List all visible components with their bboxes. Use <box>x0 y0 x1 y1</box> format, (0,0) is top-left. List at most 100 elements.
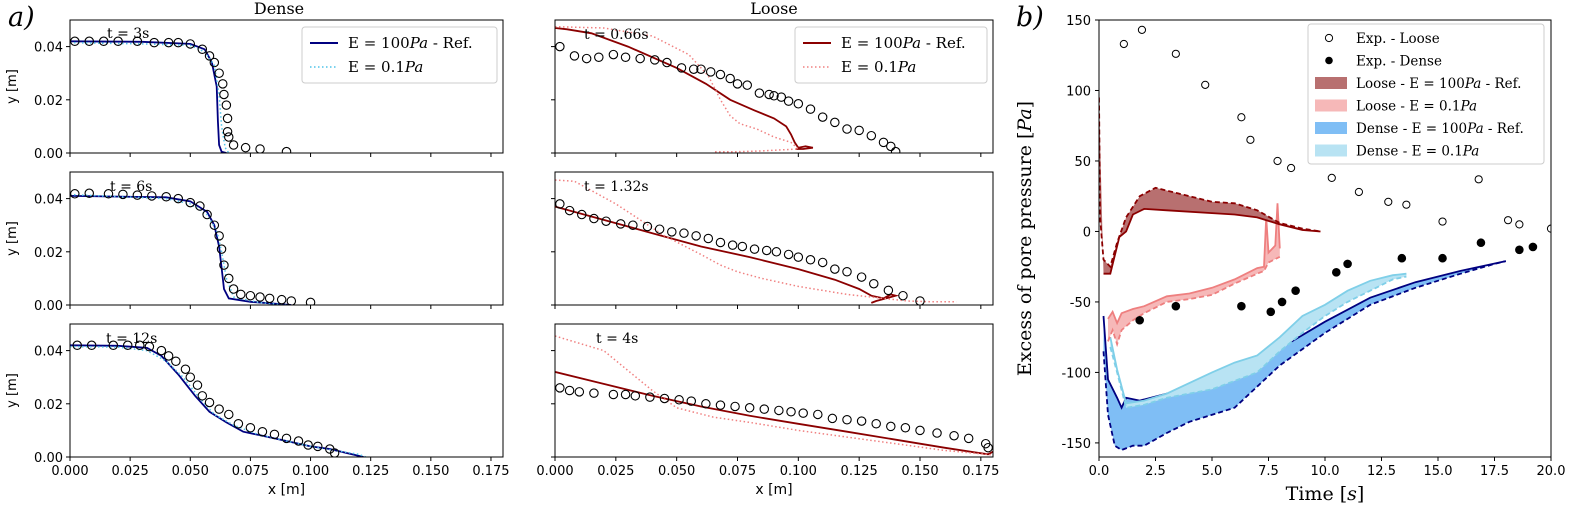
exp-dense-point <box>1528 242 1538 252</box>
exp-marker <box>118 189 128 200</box>
exp-loose-point <box>1287 163 1296 173</box>
exp-marker <box>645 392 655 402</box>
legend-label: E = 0.1Pa <box>348 58 423 76</box>
column-title-dense: Dense <box>254 0 304 18</box>
loose-soft-lower-line <box>1107 255 1281 348</box>
exp-loose-point <box>1237 113 1246 122</box>
x-tick-label: 5.0 <box>1202 464 1223 479</box>
y-axis-label: y [m] <box>5 221 20 256</box>
plot-area <box>555 335 993 456</box>
exp-marker <box>86 340 97 351</box>
exp-marker <box>224 409 234 420</box>
exp-marker <box>900 422 911 433</box>
x-tick-label: 0.000 <box>536 464 573 479</box>
exp-dense-point <box>1135 315 1144 325</box>
exp-marker <box>84 36 94 47</box>
exp-marker <box>932 428 942 438</box>
exp-marker <box>564 385 575 396</box>
exp-marker <box>635 53 645 64</box>
loose-soft-band <box>1108 203 1280 345</box>
y-tick-label: 0.04 <box>34 41 63 56</box>
dense-ref-lower-line <box>1102 260 1507 452</box>
exp-marker <box>233 418 244 429</box>
exp-marker <box>228 284 239 294</box>
exp-marker <box>245 422 256 433</box>
exp-marker <box>144 341 155 352</box>
exp-marker <box>281 433 292 444</box>
exp-dense-point <box>1237 301 1246 311</box>
y-tick-label: 0.00 <box>34 147 63 162</box>
exp-marker <box>620 389 631 400</box>
exp-marker <box>686 396 697 406</box>
exp-marker <box>276 294 287 305</box>
exp-marker <box>581 53 592 64</box>
exp-marker <box>691 231 701 241</box>
x-tick-label: 0.050 <box>658 464 695 479</box>
exp-marker <box>679 228 689 238</box>
exp-marker <box>113 36 123 47</box>
exp-loose-point <box>1402 200 1411 209</box>
exp-dense-point <box>1397 253 1407 263</box>
exp-marker <box>793 99 804 109</box>
exp-marker <box>197 391 208 401</box>
exp-marker <box>564 205 575 216</box>
exp-marker <box>703 233 714 244</box>
time-annotation: t = 12s <box>106 331 157 347</box>
exp-marker <box>202 209 212 220</box>
exp-marker <box>601 216 611 226</box>
exp-marker <box>842 415 852 425</box>
exp-loose-point <box>1515 220 1524 229</box>
plot-pore-pressure: 0.0 2.5 5.0 7.5 10.0 12.5 15.0 17.5 20.0 -150 -100… <box>1014 14 1565 505</box>
x-tick-label: 15.0 <box>1424 464 1453 479</box>
exp-marker <box>842 266 852 277</box>
exp-marker <box>730 401 740 412</box>
exp-marker <box>255 292 265 302</box>
x-tick-label: 0.125 <box>352 464 389 479</box>
exp-marker <box>890 146 901 153</box>
exp-marker <box>257 426 268 437</box>
x-tick-label: 0.000 <box>51 464 88 479</box>
x-tick-label: 0.125 <box>841 464 878 479</box>
x-tick-label: 0.150 <box>412 464 449 479</box>
y-tick-label: -100 <box>1061 366 1091 381</box>
exp-marker <box>642 221 653 232</box>
exp-marker <box>594 52 604 62</box>
legend-label: Loose - E = 0.1Pa <box>1356 99 1477 115</box>
exp-marker <box>676 63 687 73</box>
legend-label: Loose - E = 100Pa - Ref. <box>1356 76 1521 92</box>
exp-marker <box>70 36 80 47</box>
exp-marker <box>949 430 959 441</box>
exp-marker <box>589 388 599 398</box>
y-tick-label: -150 <box>1061 437 1091 452</box>
x-tick-label: 0.100 <box>292 464 329 479</box>
panel-label-a: a) <box>8 2 35 33</box>
exp-marker <box>264 293 275 304</box>
exp-marker <box>171 356 181 366</box>
exp-marker <box>786 407 796 417</box>
exp-marker <box>878 137 889 148</box>
x-axis-label: Time [s] <box>1286 483 1365 505</box>
soft-line <box>70 345 367 457</box>
exp-marker <box>222 126 233 137</box>
exp-loose-point <box>1119 39 1128 49</box>
exp-marker <box>737 241 748 252</box>
plot-area <box>555 25 901 153</box>
exp-marker <box>149 37 159 48</box>
exp-marker <box>783 249 794 260</box>
exp-dense-point <box>1438 253 1447 263</box>
y-tick-label: 50 <box>1074 155 1091 170</box>
x-tick-label: 7.5 <box>1258 464 1279 479</box>
exp-marker <box>754 88 765 98</box>
exp-marker <box>293 436 304 446</box>
exp-loose-point <box>1246 135 1255 144</box>
exp-marker <box>236 289 246 300</box>
exp-marker <box>830 264 840 274</box>
exp-marker <box>219 260 229 270</box>
exp-marker <box>185 197 196 208</box>
exp-marker <box>313 441 323 452</box>
exp-marker <box>161 191 171 202</box>
exp-marker <box>135 340 145 351</box>
exp-marker <box>725 73 735 84</box>
plot-dense-t6: 0.00 0.02 0.04 y [m] t = 6s <box>5 171 504 314</box>
dense-soft-upper-line <box>1109 272 1407 405</box>
